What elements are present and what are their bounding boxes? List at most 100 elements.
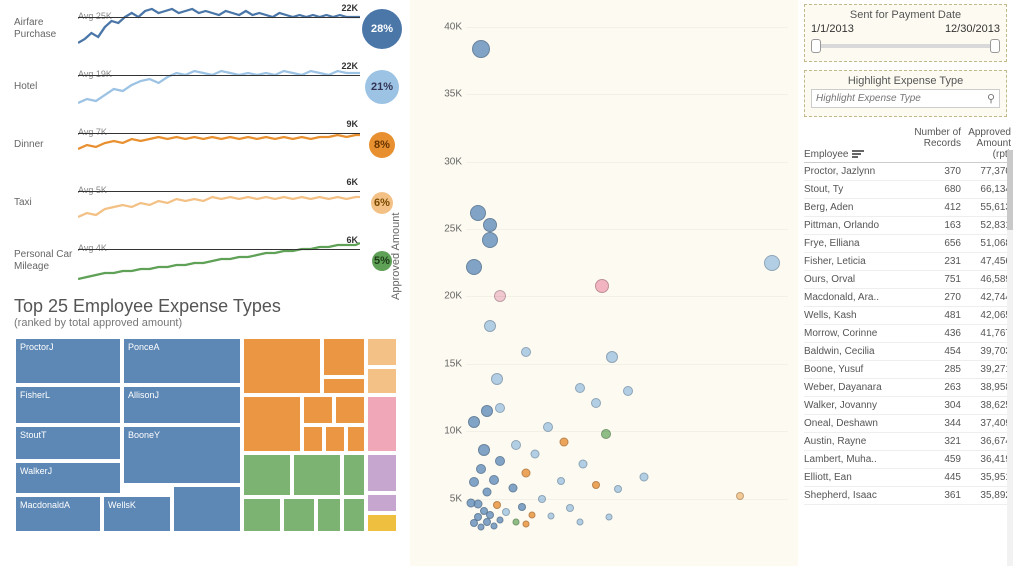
table-row[interactable]: Shepherd, Isaac36135,892 [804, 487, 1011, 505]
treemap-cell[interactable] [242, 395, 302, 453]
treemap-cell[interactable] [324, 425, 346, 453]
treemap-cell[interactable] [242, 453, 292, 497]
percent-bubble[interactable]: 8% [369, 132, 395, 158]
search-icon[interactable]: ⚲ [987, 92, 995, 105]
treemap-cell[interactable] [302, 395, 334, 425]
scatter-point[interactable] [469, 477, 479, 487]
scatter-point[interactable] [513, 518, 520, 525]
scatter-point[interactable] [493, 501, 501, 509]
scatter-point[interactable] [489, 475, 499, 485]
scrollbar[interactable] [1007, 150, 1013, 566]
scatter-point[interactable] [518, 503, 526, 511]
scatter-plot[interactable] [468, 0, 788, 566]
scatter-point[interactable] [483, 487, 492, 496]
table-row[interactable]: Fisher, Leticia23147,456 [804, 253, 1011, 271]
treemap-cell[interactable] [322, 377, 366, 395]
treemap-cell[interactable] [282, 497, 316, 533]
table-row[interactable]: Boone, Yusuf28539,271 [804, 361, 1011, 379]
table-row[interactable]: Walker, Jovanny30438,625 [804, 397, 1011, 415]
treemap-cell[interactable]: BooneY [122, 425, 242, 485]
treemap-cell[interactable]: ProctorJ [14, 337, 122, 385]
spark-row[interactable]: Personal Car MileageAvg 4K6K5% [14, 232, 404, 290]
scatter-point[interactable] [497, 517, 504, 524]
scatter-point[interactable] [508, 483, 517, 492]
col-amount[interactable]: Approved Amount (rpt) [961, 127, 1011, 160]
scatter-point[interactable] [606, 351, 618, 363]
treemap-cell[interactable] [366, 395, 398, 453]
percent-bubble[interactable]: 5% [372, 251, 392, 271]
col-employee[interactable]: Employee [804, 149, 848, 160]
scatter-point[interactable] [595, 279, 609, 293]
scatter-point[interactable] [521, 469, 530, 478]
scatter-point[interactable] [491, 373, 503, 385]
scatter-point[interactable] [478, 444, 490, 456]
percent-bubble[interactable]: 21% [365, 70, 399, 104]
spark-row[interactable]: Airfare PurchaseAvg 25K22K28% [14, 0, 404, 58]
table-row[interactable]: Proctor, Jazlynn37077,370 [804, 163, 1011, 181]
treemap-cell[interactable] [366, 493, 398, 513]
scatter-point[interactable] [623, 386, 633, 396]
table-row[interactable]: Macdonald, Ara..27042,744 [804, 289, 1011, 307]
scatter-point[interactable] [591, 398, 601, 408]
scatter-point[interactable] [490, 522, 497, 529]
percent-bubble[interactable]: 28% [362, 9, 402, 49]
highlight-search[interactable]: ⚲ [811, 89, 1000, 108]
treemap-cell[interactable] [316, 497, 342, 533]
treemap-cell[interactable]: WalkerJ [14, 461, 122, 495]
treemap-cell[interactable] [322, 337, 366, 377]
scatter-point[interactable] [476, 464, 486, 474]
treemap-cell[interactable] [292, 453, 342, 497]
scatter-point[interactable] [482, 232, 498, 248]
table-row[interactable]: Stout, Ty68066,134 [804, 181, 1011, 199]
spark-row[interactable]: TaxiAvg 5K6K6% [14, 174, 404, 232]
sort-desc-icon[interactable] [852, 150, 864, 160]
treemap-cell[interactable] [342, 453, 366, 497]
scatter-point[interactable] [764, 255, 780, 271]
scatter-point[interactable] [577, 518, 584, 525]
table-row[interactable]: Weber, Dayanara26338,958 [804, 379, 1011, 397]
treemap-cell[interactable] [346, 425, 366, 453]
scatter-point[interactable] [481, 405, 493, 417]
scatter-point[interactable] [557, 477, 565, 485]
treemap-cell[interactable]: MacdonaldA [14, 495, 102, 533]
scatter-point[interactable] [566, 504, 574, 512]
treemap-cell[interactable] [172, 485, 242, 533]
scatter-point[interactable] [495, 456, 505, 466]
treemap-cell[interactable] [242, 497, 282, 533]
slider-handle-right[interactable] [990, 39, 1000, 53]
scatter-point[interactable] [495, 403, 505, 413]
spark-row[interactable]: HotelAvg 19K22K21% [14, 58, 404, 116]
treemap-cell[interactable]: PonceA [122, 337, 242, 385]
table-row[interactable]: Elliott, Ean44535,951 [804, 469, 1011, 487]
scatter-point[interactable] [529, 511, 536, 518]
table-row[interactable]: Lambert, Muha..45936,419 [804, 451, 1011, 469]
date-slider[interactable] [811, 39, 1000, 53]
table-row[interactable]: Frye, Elliana65651,068 [804, 235, 1011, 253]
scatter-point[interactable] [466, 259, 482, 275]
scatter-point[interactable] [640, 473, 649, 482]
scatter-point[interactable] [575, 383, 585, 393]
scatter-point[interactable] [592, 481, 600, 489]
scatter-point[interactable] [531, 450, 540, 459]
table-row[interactable]: Berg, Aden41255,613 [804, 199, 1011, 217]
scatter-point[interactable] [502, 508, 510, 516]
treemap-cell[interactable]: StoutT [14, 425, 122, 461]
treemap-cell[interactable] [334, 395, 366, 425]
scrollthumb[interactable] [1007, 150, 1013, 230]
table-row[interactable]: Wells, Kash48142,065 [804, 307, 1011, 325]
scatter-point[interactable] [579, 459, 588, 468]
scatter-point[interactable] [560, 438, 569, 447]
scatter-point[interactable] [605, 514, 612, 521]
treemap-cell[interactable]: AllisonJ [122, 385, 242, 425]
scatter-point[interactable] [468, 416, 480, 428]
scatter-point[interactable] [484, 320, 496, 332]
scatter-point[interactable] [614, 485, 622, 493]
table-row[interactable]: Pittman, Orlando16352,831 [804, 217, 1011, 235]
spark-row[interactable]: DinnerAvg 7K9K8% [14, 116, 404, 174]
treemap-cell[interactable]: FisherL [14, 385, 122, 425]
highlight-input[interactable] [816, 93, 987, 104]
treemap-cell[interactable] [366, 453, 398, 493]
table-row[interactable]: Austin, Rayne32136,674 [804, 433, 1011, 451]
table-row[interactable]: Baldwin, Cecilia45439,703 [804, 343, 1011, 361]
treemap-cell[interactable] [366, 513, 398, 533]
